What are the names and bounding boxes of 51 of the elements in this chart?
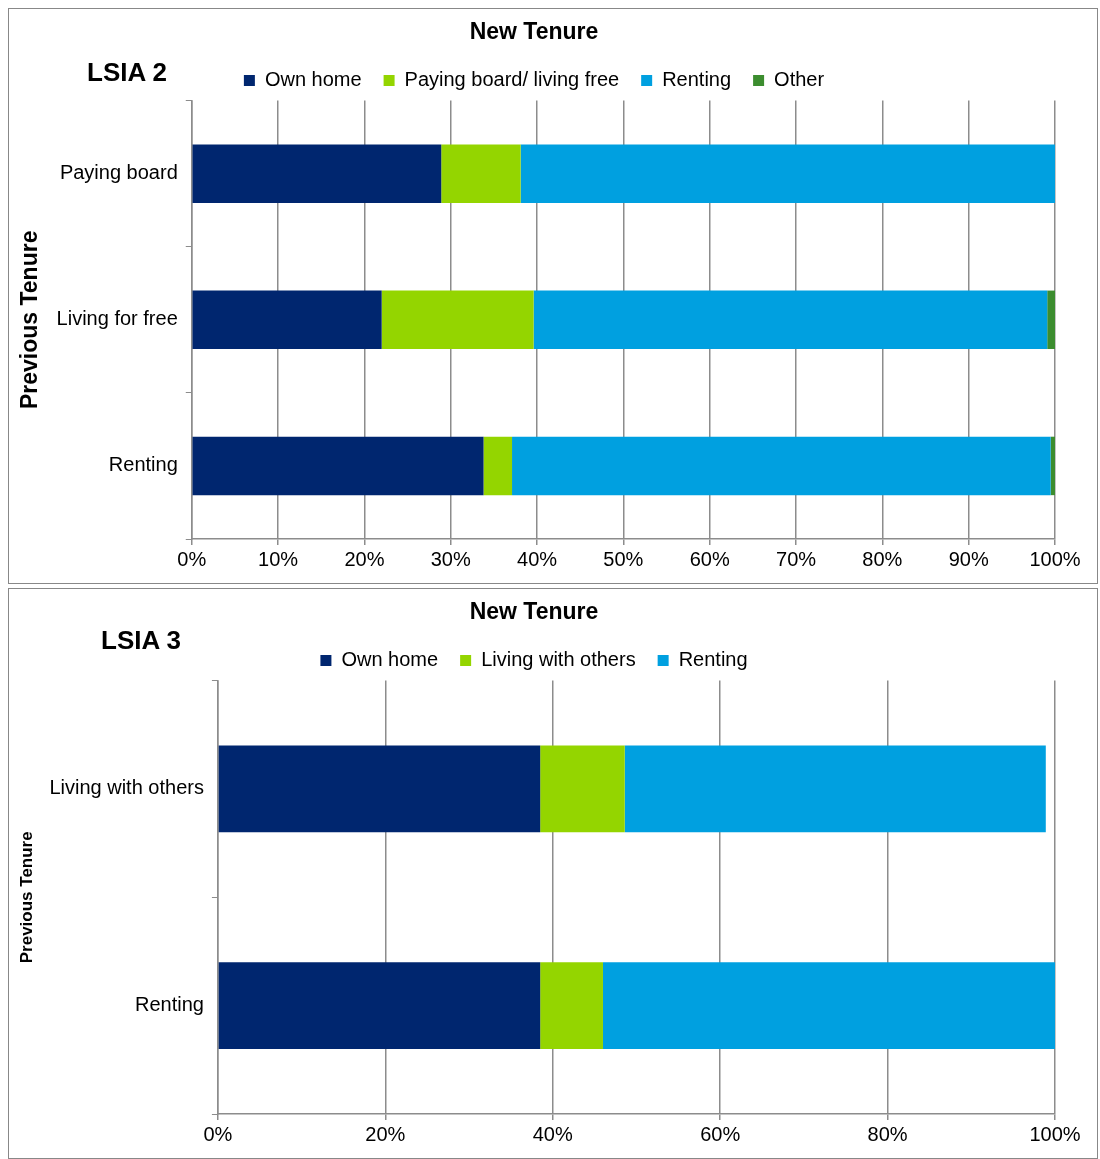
x-tick-label: 60%: [700, 1122, 741, 1145]
bar: [1047, 290, 1055, 350]
y-axis-title: Previous Tenure: [16, 230, 43, 410]
bar: [218, 962, 541, 1049]
chart-title: New Tenure: [469, 598, 599, 625]
bar: [192, 290, 382, 350]
x-tick-label: 40%: [517, 547, 558, 570]
x-tick-label: 100%: [1029, 547, 1081, 570]
x-tick-label: 80%: [862, 547, 903, 570]
x-tick-label: 0%: [177, 547, 207, 570]
bar: [602, 962, 1055, 1049]
x-tick-label: 0%: [203, 1122, 233, 1145]
x-tick-label: 10%: [258, 547, 299, 570]
bar: [1050, 436, 1055, 496]
y-tick-label: Paying board: [59, 161, 178, 184]
x-tick-label: 30%: [430, 547, 471, 570]
bar: [540, 962, 603, 1049]
bar: [441, 144, 521, 203]
bar: [381, 290, 534, 350]
x-tick-label: 40%: [532, 1122, 573, 1145]
y-axis-title: Previous Tenure: [16, 831, 36, 964]
legend-label: Renting: [662, 68, 732, 91]
chart-title: New Tenure: [469, 18, 599, 45]
x-tick-label: 50%: [603, 547, 644, 570]
bar: [540, 745, 625, 833]
x-tick-label: 80%: [867, 1122, 908, 1145]
x-tick-label: 20%: [344, 547, 385, 570]
legend-label: Living with others: [481, 648, 636, 671]
text: LSIA 3: [101, 625, 181, 656]
bar: [520, 144, 1055, 203]
y-tick-label: Renting: [108, 453, 178, 476]
y-tick-label: Living with others: [49, 776, 204, 799]
bar: [624, 745, 1046, 833]
x-tick-label: 20%: [365, 1122, 406, 1145]
x-tick-label: 100%: [1029, 1122, 1081, 1145]
legend-label: Renting: [678, 648, 748, 671]
text: LSIA 2: [87, 57, 167, 88]
bar: [192, 144, 442, 203]
y-tick-label: Living for free: [56, 307, 178, 330]
legend-label: Own home: [341, 648, 439, 671]
bar: [218, 745, 541, 833]
bar: [483, 436, 513, 496]
bar: [512, 436, 1051, 496]
bar: [533, 290, 1048, 350]
x-tick-label: 60%: [689, 547, 730, 570]
legend-label: Own home: [264, 68, 362, 91]
legend-label: Other: [774, 68, 825, 91]
bar: [192, 436, 484, 496]
legend-label: Paying board/ living free: [404, 68, 620, 91]
x-tick-label: 90%: [948, 547, 989, 570]
x-tick-label: 70%: [776, 547, 817, 570]
